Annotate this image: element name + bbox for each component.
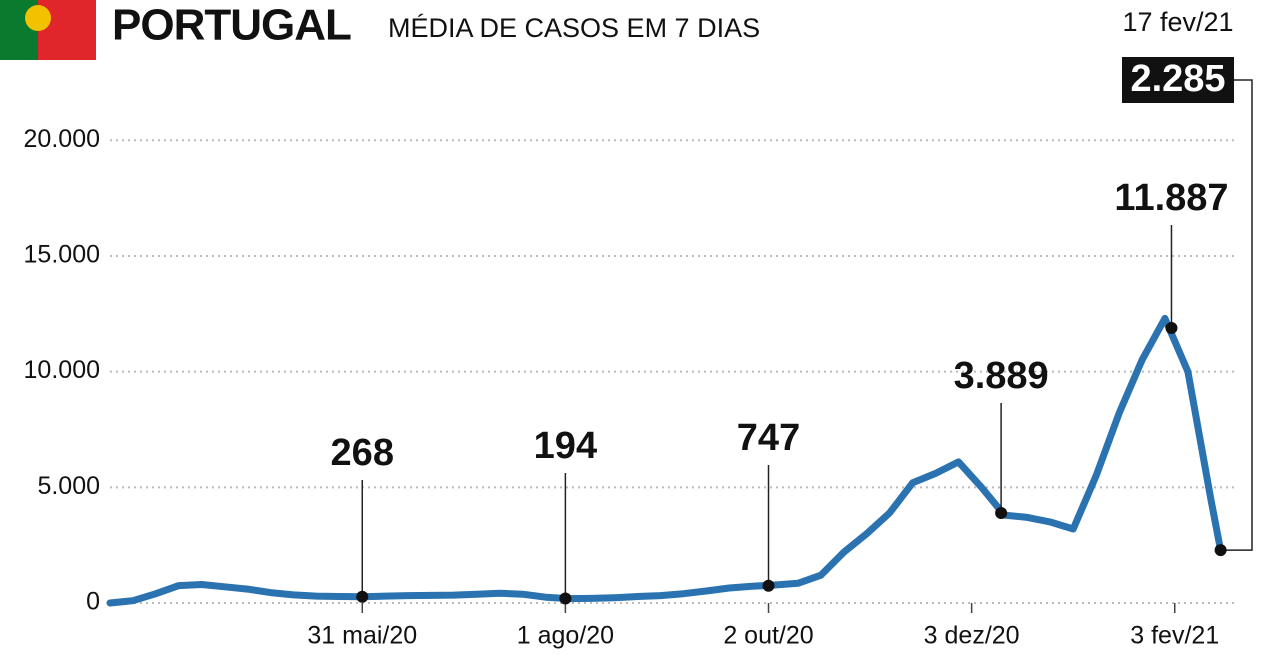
x-tick-label: 2 out/20 bbox=[723, 622, 813, 650]
annotation-dot bbox=[995, 507, 1008, 520]
annotation-dot bbox=[559, 592, 572, 605]
annotation-box bbox=[1122, 57, 1234, 103]
x-tick-label: 3 dez/20 bbox=[924, 622, 1020, 650]
flag bbox=[0, 0, 96, 60]
y-tick-label: 0 bbox=[86, 588, 100, 616]
annotation-dot bbox=[1165, 321, 1178, 334]
annotation-date: 17 fev/21 bbox=[1122, 7, 1233, 37]
x-tick-label: 3 fev/21 bbox=[1130, 622, 1219, 650]
line bbox=[106, 314, 1225, 607]
x-tick-label: 31 mai/20 bbox=[307, 622, 417, 650]
x-tick-label: 1 ago/20 bbox=[517, 622, 614, 650]
chart-title: PORTUGAL bbox=[112, 1, 351, 50]
annotation-dot bbox=[1214, 544, 1227, 557]
annotation-label: 2.285 bbox=[1130, 58, 1225, 100]
annotation-dot bbox=[762, 579, 775, 592]
annotation-label: 3.889 bbox=[954, 355, 1049, 397]
annotation-label: 11.887 bbox=[1114, 177, 1228, 219]
y-tick-label: 10.000 bbox=[24, 356, 100, 384]
annotation-label: 268 bbox=[331, 432, 394, 474]
chart-subtitle: MÉDIA DE CASOS EM 7 DIAS bbox=[388, 13, 760, 43]
y-tick-label: 15.000 bbox=[24, 241, 100, 269]
annotation-connector bbox=[1220, 79, 1253, 551]
y-tick-label: 5.000 bbox=[37, 472, 100, 500]
flag-emblem bbox=[25, 5, 51, 31]
annotation-label: 747 bbox=[737, 417, 800, 459]
annotation-dot bbox=[356, 590, 369, 603]
annotation-label: 194 bbox=[534, 425, 597, 467]
y-tick-label: 20.000 bbox=[24, 125, 100, 153]
